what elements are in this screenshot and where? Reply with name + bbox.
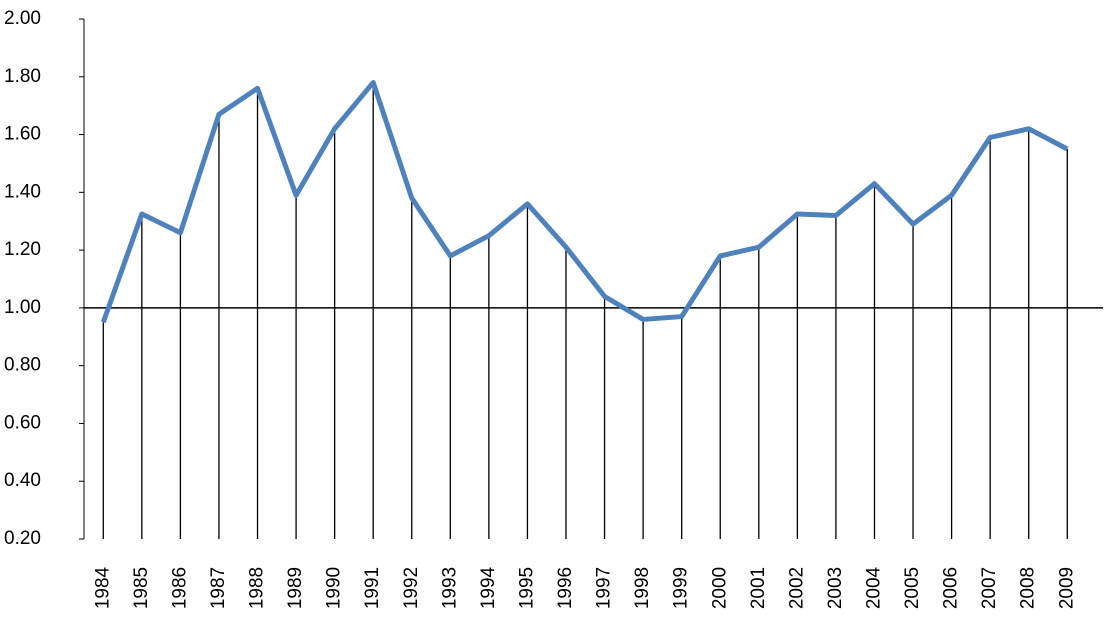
x-tick-label: 1999 — [671, 567, 692, 609]
x-tick-label: 1984 — [92, 566, 113, 609]
y-tick-label: 1.80 — [4, 66, 41, 87]
x-tick-label: 1990 — [324, 567, 345, 609]
x-tick-label: 1997 — [594, 567, 615, 609]
x-tick-label: 1985 — [131, 567, 152, 609]
x-tick-label: 2001 — [748, 567, 769, 609]
x-tick-label: 2008 — [1018, 567, 1039, 609]
x-tick-label: 1996 — [555, 567, 576, 609]
x-tick-label: 2007 — [979, 567, 1000, 609]
y-tick-label: 1.40 — [4, 181, 41, 202]
x-tick-label: 1998 — [632, 567, 653, 609]
x-tick-label: 2009 — [1056, 567, 1077, 609]
y-tick-label: 1.20 — [4, 239, 41, 260]
x-tick-label: 2002 — [786, 567, 807, 609]
x-tick-label: 1986 — [169, 567, 190, 609]
y-tick-label: 0.20 — [4, 528, 41, 549]
y-tick-label: 2.00 — [4, 8, 41, 29]
x-tick-label: 2005 — [902, 567, 923, 609]
x-tick-label: 2006 — [941, 567, 962, 609]
x-tick-label: 1993 — [439, 567, 460, 609]
x-tick-label: 1992 — [401, 567, 422, 609]
y-tick-label: 0.60 — [4, 412, 41, 433]
y-tick-label: 0.80 — [4, 355, 41, 376]
x-tick-label: 1994 — [478, 566, 499, 609]
data-line — [100, 80, 1069, 324]
y-tick-label: 1.60 — [4, 124, 41, 145]
x-tick-label: 2000 — [709, 567, 730, 609]
y-tick-label: 1.00 — [4, 297, 41, 318]
x-tick-label: 1989 — [285, 567, 306, 609]
x-tick-label: 1988 — [247, 567, 268, 609]
x-tick-label: 1991 — [362, 567, 383, 609]
x-tick-label: 1987 — [208, 567, 229, 609]
x-tick-label: 1995 — [516, 567, 537, 609]
y-tick-label: 0.40 — [4, 470, 41, 491]
x-tick-label: 2003 — [825, 567, 846, 609]
x-tick-label: 2004 — [863, 566, 884, 609]
